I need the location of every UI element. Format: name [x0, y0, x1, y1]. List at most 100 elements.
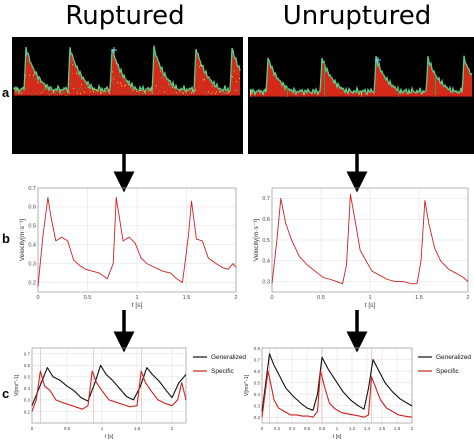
- doppler-spectrogram-unruptured: [248, 37, 474, 154]
- doppler-speckle: [92, 88, 93, 90]
- doppler-speckle: [197, 64, 198, 66]
- doppler-speckle: [250, 92, 251, 94]
- doppler-speckle: [199, 66, 200, 68]
- doppler-speckle: [217, 86, 218, 88]
- doppler-speckle: [32, 76, 33, 78]
- series-line: [37, 197, 237, 287]
- doppler-speckle: [324, 94, 325, 95]
- doppler-speckle: [155, 61, 156, 63]
- doppler-speckle: [324, 90, 325, 92]
- doppler-speckle: [228, 91, 229, 93]
- doppler-speckle: [76, 87, 77, 89]
- doppler-speckle: [324, 88, 325, 90]
- doppler-speckle: [153, 91, 154, 93]
- x-axis-label: t [s]: [365, 302, 376, 309]
- doppler-speckle: [91, 85, 92, 87]
- header-ruptured: Ruptured: [65, 1, 184, 31]
- x-tick-label: 0.5: [84, 295, 92, 301]
- doppler-speckle: [174, 91, 175, 93]
- y-tick-label: 0.5: [24, 375, 31, 380]
- doppler-speckle: [125, 78, 126, 80]
- doppler-speckle: [157, 65, 158, 67]
- doppler-speckle: [116, 63, 117, 65]
- doppler-speckle: [109, 92, 110, 94]
- doppler-speckle: [102, 91, 103, 93]
- doppler-speckle: [231, 75, 232, 77]
- y-tick-label: 0.7: [254, 357, 261, 362]
- y-tick-label: 0.2: [24, 409, 31, 414]
- y-axis-label: V[ms^-1]: [244, 374, 250, 396]
- x-tick-label: 1.5: [183, 295, 191, 301]
- doppler-speckle: [204, 78, 205, 80]
- doppler-speckle: [50, 93, 51, 95]
- y-tick-label: 0.2: [28, 280, 36, 286]
- doppler-speckle: [186, 93, 187, 95]
- doppler-speckle: [51, 93, 52, 95]
- doppler-speckle: [200, 65, 201, 66]
- doppler-speckle: [115, 75, 116, 77]
- y-tick-label: 0.5: [262, 238, 270, 244]
- doppler-speckle: [21, 92, 22, 94]
- doppler-speckle: [435, 90, 436, 92]
- doppler-speckle: [324, 63, 325, 65]
- doppler-speckle: [118, 87, 119, 89]
- doppler-speckle: [117, 82, 118, 84]
- doppler-speckle: [75, 68, 76, 70]
- y-tick-label: 0.6: [24, 363, 31, 368]
- doppler-speckle: [59, 93, 60, 95]
- plot-frame: [271, 187, 469, 293]
- legend-label: Generalized: [436, 354, 471, 361]
- doppler-speckle: [324, 65, 325, 67]
- doppler-speckle: [79, 88, 80, 90]
- doppler-speckle: [214, 82, 215, 84]
- doppler-speckle: [80, 87, 81, 89]
- doppler-speckle: [287, 91, 288, 93]
- doppler-speckle: [22, 91, 23, 93]
- y-tick-label: 0.4: [254, 392, 261, 397]
- x-tick-label: 1.6: [379, 426, 386, 431]
- x-tick-label: 1: [135, 295, 138, 301]
- doppler-speckle: [132, 89, 133, 91]
- doppler-speckle: [35, 93, 36, 95]
- doppler-speckle: [324, 62, 325, 64]
- doppler-speckle: [41, 92, 42, 94]
- doppler-speckle: [93, 91, 94, 93]
- x-tick-label: 1: [336, 426, 339, 431]
- y-tick-label: 0.3: [28, 261, 36, 267]
- doppler-speckle: [96, 89, 97, 91]
- doppler-speckle: [234, 70, 235, 72]
- doppler-speckle: [324, 73, 325, 75]
- doppler-speckle: [112, 71, 113, 73]
- doppler-speckle: [74, 81, 75, 83]
- doppler-speckle: [90, 91, 91, 93]
- y-tick-label: 0.5: [28, 224, 36, 230]
- doppler-speckle: [235, 89, 236, 91]
- doppler-speckle: [86, 87, 87, 89]
- doppler-speckle: [435, 86, 436, 88]
- doppler-speckle: [287, 92, 288, 94]
- x-tick-label: 2: [466, 295, 469, 301]
- doppler-speckle: [324, 77, 325, 79]
- doppler-speckle: [25, 74, 26, 76]
- doppler-speckle: [192, 89, 193, 91]
- doppler-speckle: [141, 89, 142, 91]
- doppler-speckle: [435, 91, 436, 93]
- doppler-speckle: [225, 92, 226, 94]
- doppler-speckle: [228, 89, 229, 91]
- y-axis-label: Velocity[m·s⁻¹]: [19, 219, 26, 262]
- y-tick-label: 0.4: [28, 243, 36, 249]
- doppler-speckle: [114, 90, 115, 92]
- y-tick-label: 0.6: [262, 217, 270, 223]
- doppler-speckle: [398, 88, 399, 90]
- doppler-speckle: [224, 92, 225, 94]
- doppler-speckle: [161, 78, 162, 79]
- doppler-speckle: [187, 89, 188, 91]
- doppler-speckle: [181, 92, 182, 94]
- doppler-speckle: [154, 85, 155, 87]
- doppler-speckle: [44, 88, 45, 90]
- plot-frame: [261, 347, 413, 424]
- doppler-speckle: [176, 92, 177, 94]
- doppler-speckle: [71, 62, 72, 63]
- doppler-speckle: [435, 90, 436, 92]
- doppler-speckle: [117, 66, 118, 67]
